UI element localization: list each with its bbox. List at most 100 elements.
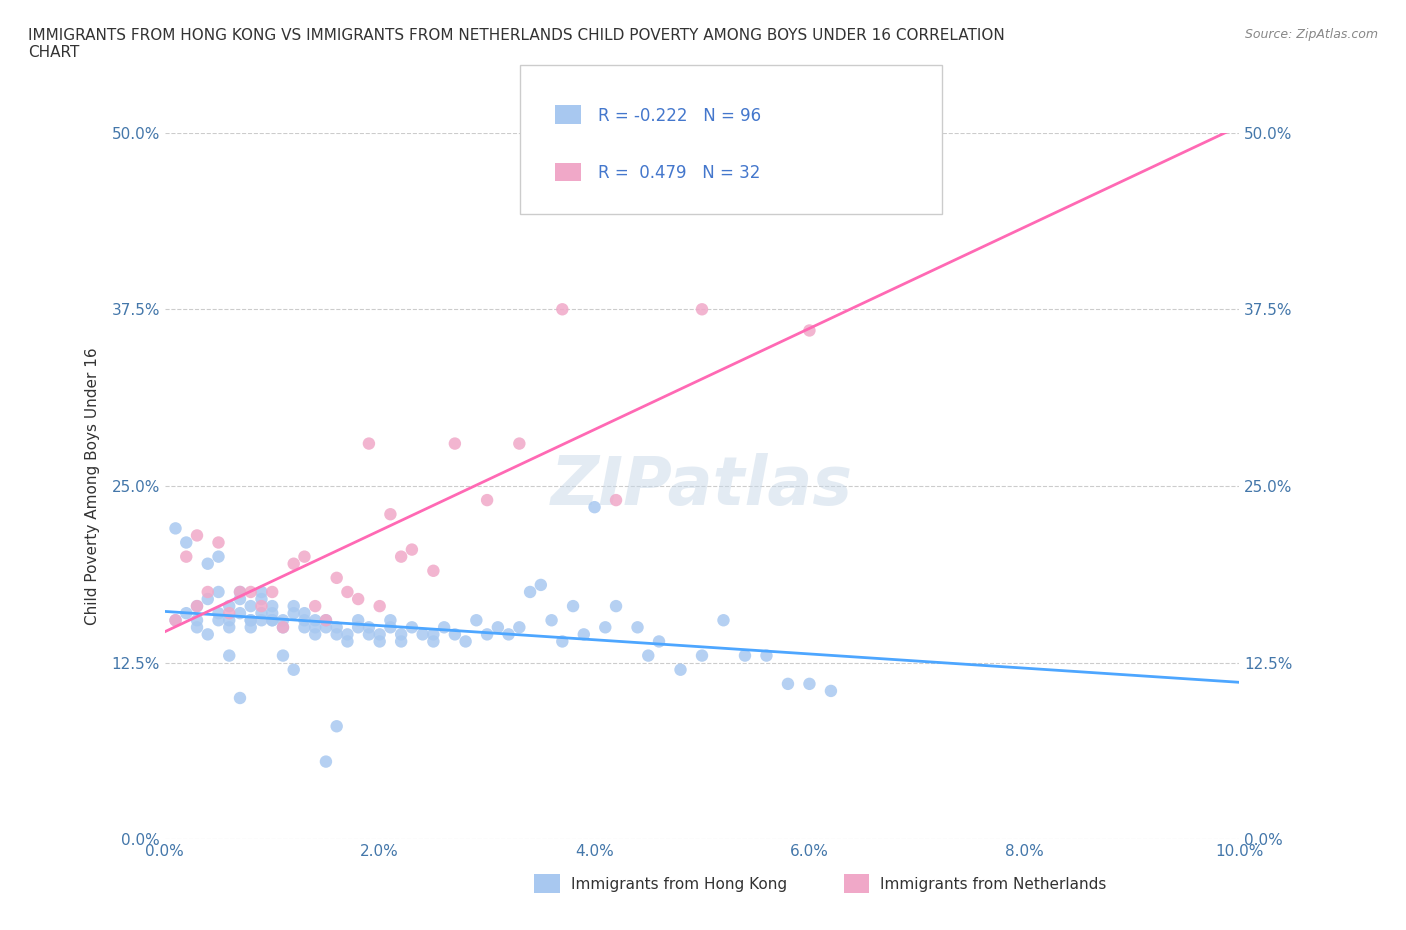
Point [186,528,208,543]
Point [250,591,273,606]
Point [218,613,240,628]
Point [498,627,520,642]
Point [595,620,617,635]
Point [174,550,197,565]
Point [551,634,574,649]
Point [637,648,659,663]
Point [422,564,444,578]
Point [207,605,229,620]
Point [389,550,412,565]
Point [380,507,402,522]
Point [207,535,229,550]
Point [250,599,273,614]
Point [229,585,252,600]
Point [294,620,316,635]
Point [380,620,402,635]
Point [186,620,208,635]
Point [347,591,370,606]
Point [239,613,262,628]
Point [229,585,252,600]
Point [357,620,380,635]
Point [368,634,391,649]
Point [357,436,380,451]
Point [294,605,316,620]
Text: R = -0.222   N = 96: R = -0.222 N = 96 [598,107,761,125]
Point [444,436,467,451]
Point [229,691,252,706]
Point [486,620,509,635]
Point [475,627,498,642]
Point [207,613,229,628]
Point [186,613,208,628]
Point [540,613,562,628]
Point [325,627,347,642]
Point [271,620,294,635]
Point [583,499,606,514]
Point [197,556,219,571]
Point [690,648,713,663]
Point [422,634,444,649]
Point [197,585,219,600]
Text: IMMIGRANTS FROM HONG KONG VS IMMIGRANTS FROM NETHERLANDS CHILD POVERTY AMONG BOY: IMMIGRANTS FROM HONG KONG VS IMMIGRANTS … [28,28,1005,60]
Point [304,613,326,628]
Point [197,627,219,642]
Point [508,620,530,635]
Point [315,620,337,635]
Point [799,323,821,338]
Point [262,599,284,614]
Point [357,627,380,642]
Point [444,627,467,642]
Point [283,556,305,571]
Point [605,599,627,614]
Point [368,627,391,642]
Point [389,634,412,649]
Point [174,535,197,550]
Point [401,542,423,557]
Text: ZIPatlas: ZIPatlas [551,453,853,519]
Point [336,585,359,600]
Point [605,493,627,508]
Point [262,613,284,628]
Point [454,634,477,649]
Point [239,585,262,600]
Point [271,613,294,628]
Point [271,648,294,663]
Point [218,620,240,635]
Point [433,620,456,635]
Y-axis label: Child Poverty Among Boys Under 16: Child Poverty Among Boys Under 16 [86,347,100,625]
Point [648,634,671,649]
Text: Source: ZipAtlas.com: Source: ZipAtlas.com [1244,28,1378,41]
Point [336,634,359,649]
Point [380,613,402,628]
Point [422,627,444,642]
Point [799,676,821,691]
Point [218,648,240,663]
Point [197,591,219,606]
Point [250,585,273,600]
Point [776,676,799,691]
Point [239,620,262,635]
Point [283,599,305,614]
Point [250,605,273,620]
Point [475,493,498,508]
Point [465,613,488,628]
Point [218,605,240,620]
Point [283,662,305,677]
Point [165,613,187,628]
Point [218,599,240,614]
Point [401,620,423,635]
Point [315,754,337,769]
Point [262,605,284,620]
Point [262,613,284,628]
Point [174,605,197,620]
Point [165,613,187,628]
Point [626,620,648,635]
Point [239,613,262,628]
Point [336,627,359,642]
Point [755,648,778,663]
Point [508,436,530,451]
Point [186,599,208,614]
Point [690,302,713,317]
Point [325,719,347,734]
Point [325,570,347,585]
